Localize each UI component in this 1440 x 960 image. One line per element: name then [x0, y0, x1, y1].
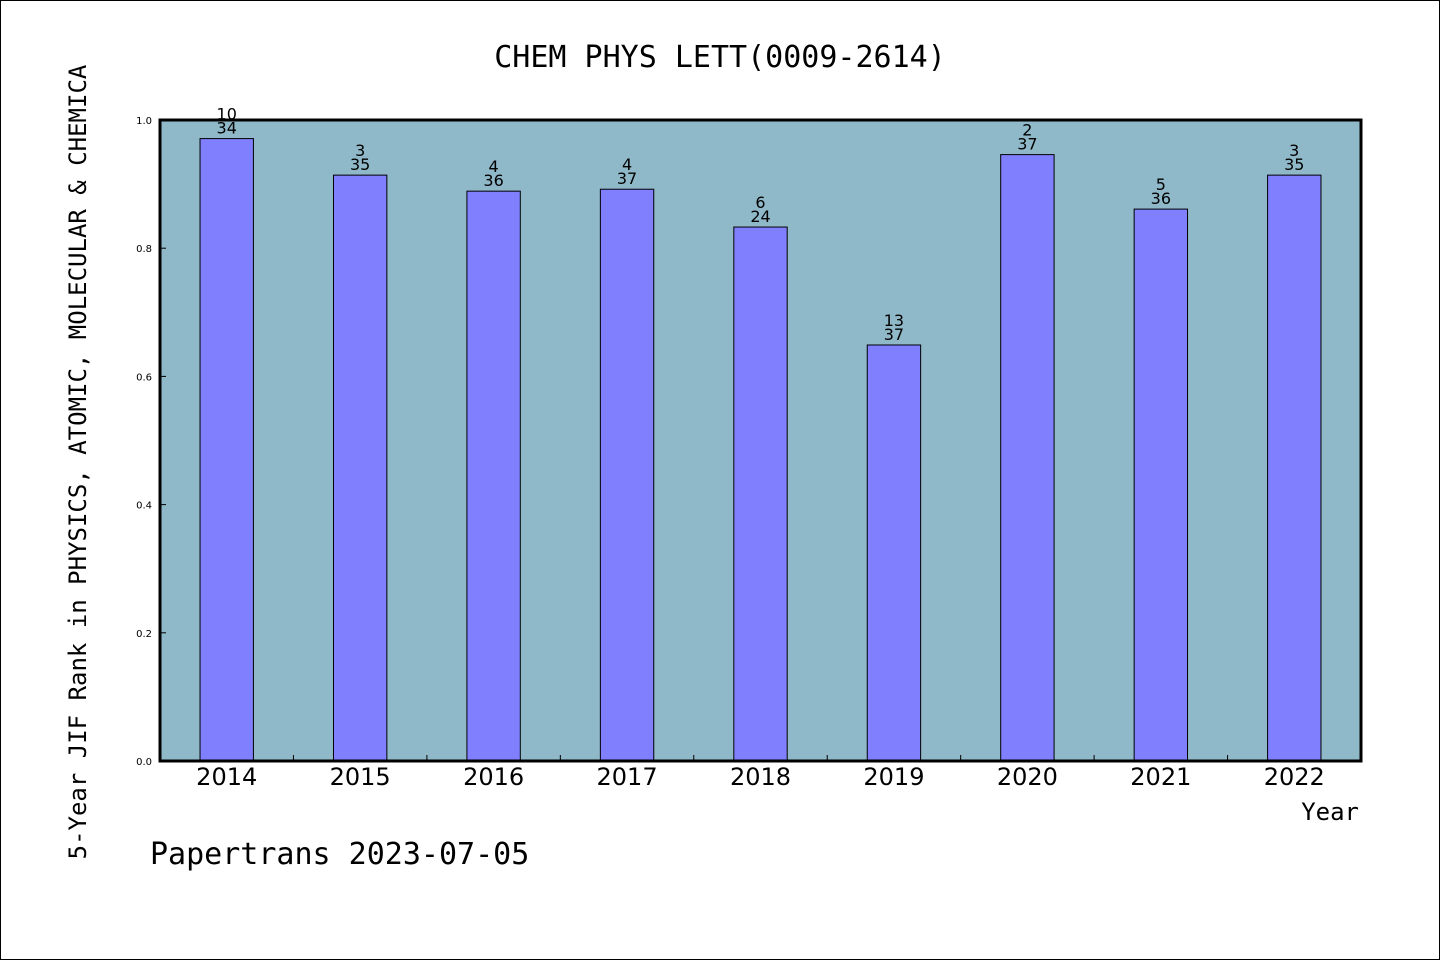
- data-label-total: 37: [1017, 135, 1037, 154]
- y-tick-label: 0.4: [136, 501, 152, 512]
- x-tick-label: 2014: [196, 763, 257, 791]
- footer-credit: Papertrans 2023-07-05: [150, 837, 529, 872]
- data-label-total: 35: [1284, 155, 1304, 174]
- y-tick-label: 0.0: [136, 757, 152, 768]
- data-label-total: 37: [884, 325, 904, 344]
- x-tick-label: 2017: [597, 763, 658, 791]
- data-label-total: 24: [750, 207, 770, 226]
- data-label-rank: 4: [622, 155, 632, 174]
- data-label-rank: 4: [489, 157, 499, 176]
- bar-2016: [466, 190, 521, 762]
- data-label-rank: 2: [1022, 121, 1032, 140]
- bar-2015: [332, 174, 388, 762]
- y-tick-label: 0.2: [136, 629, 152, 640]
- x-tick-label: 2015: [330, 763, 391, 791]
- chart-title: CHEM PHYS LETT(0009-2614): [494, 40, 946, 75]
- bar-2014: [199, 138, 254, 762]
- data-label-rank: 6: [755, 193, 765, 212]
- bar-2018: [733, 226, 788, 762]
- x-tick-label: 2016: [463, 763, 524, 791]
- data-label-rank: 5: [1156, 175, 1166, 194]
- data-label-total: 37: [617, 169, 637, 188]
- x-axis-label: Year: [1301, 798, 1359, 826]
- x-tick-label: 2022: [1264, 763, 1325, 791]
- data-label-total: 35: [350, 155, 370, 174]
- data-label-rank: 3: [1289, 141, 1299, 160]
- y-axis-label: 5-Year JIF Rank in PHYSICS, ATOMIC, MOLE…: [64, 64, 92, 859]
- x-tick-label: 2018: [730, 763, 791, 791]
- x-tick-label: 2021: [1130, 763, 1191, 791]
- bar-2021: [1133, 208, 1189, 762]
- data-label-total: 36: [1151, 189, 1171, 208]
- plot-border: [158, 118, 1363, 763]
- bar-2022: [1267, 174, 1322, 762]
- data-label-total: 36: [483, 171, 503, 190]
- y-tick-label: 0.8: [136, 244, 152, 255]
- bars-group: [199, 138, 1322, 762]
- x-tick-label: 2019: [863, 763, 924, 791]
- bar-2019: [866, 344, 922, 762]
- data-label-rank: 3: [355, 141, 365, 160]
- bar-2020: [1000, 154, 1055, 762]
- y-tick-label: 0.6: [136, 372, 152, 383]
- x-tick-label: 2020: [997, 763, 1058, 791]
- data-label-rank: 13: [884, 311, 904, 330]
- bar-2017: [599, 188, 655, 762]
- x-axis-ticks: 2014 2015 2016 2017 2018 2019 2020 2021 2022: [196, 755, 1325, 791]
- y-tick-label: 1.0: [136, 116, 152, 127]
- data-label-total: 34: [217, 119, 237, 138]
